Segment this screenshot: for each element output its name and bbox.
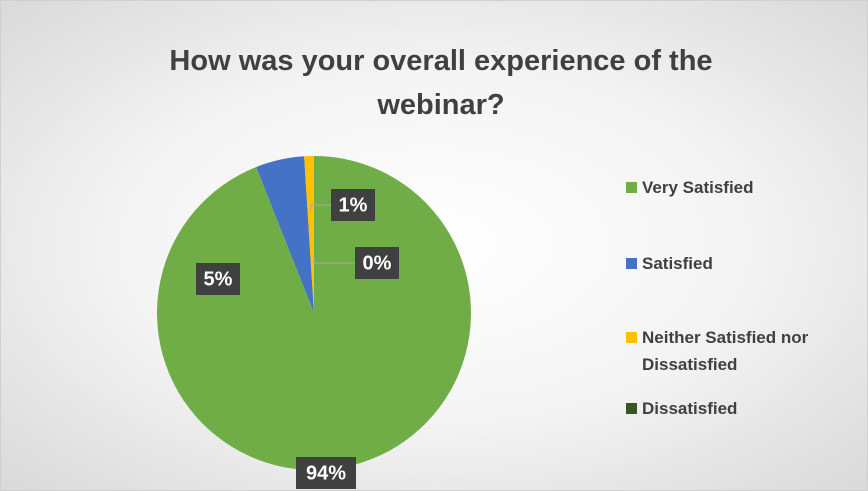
legend-label: Very Satisfied [642, 178, 754, 197]
legend-swatch [626, 332, 637, 343]
legend-item: Very Satisfied [626, 174, 867, 201]
leader-line [310, 204, 331, 212]
legend-item: Dissatisfied [626, 395, 867, 422]
legend-item: Neither Satisfied nor Dissatisfied [626, 324, 867, 378]
legend-swatch [626, 182, 637, 193]
data-label-box [196, 263, 240, 295]
legend-swatch [626, 403, 637, 414]
legend-swatch [626, 258, 637, 269]
data-label: 94% [306, 462, 346, 484]
data-label: 1% [339, 194, 368, 216]
legend-item: Satisfied [626, 250, 867, 277]
data-label: 0% [363, 252, 392, 274]
legend-label: Dissatisfied [642, 399, 738, 418]
chart-title: How was your overall experience of the w… [169, 45, 713, 121]
data-label: 5% [204, 268, 233, 290]
pie-slice [256, 156, 314, 313]
legend-label: Neither Satisfied nor Dissatisfied [642, 328, 809, 374]
legend-label: Satisfied [642, 254, 713, 273]
leader-line [313, 258, 355, 264]
data-label-box [296, 457, 356, 489]
pie-slice [304, 156, 314, 313]
data-label-box [355, 247, 399, 279]
data-label-box [331, 189, 375, 221]
